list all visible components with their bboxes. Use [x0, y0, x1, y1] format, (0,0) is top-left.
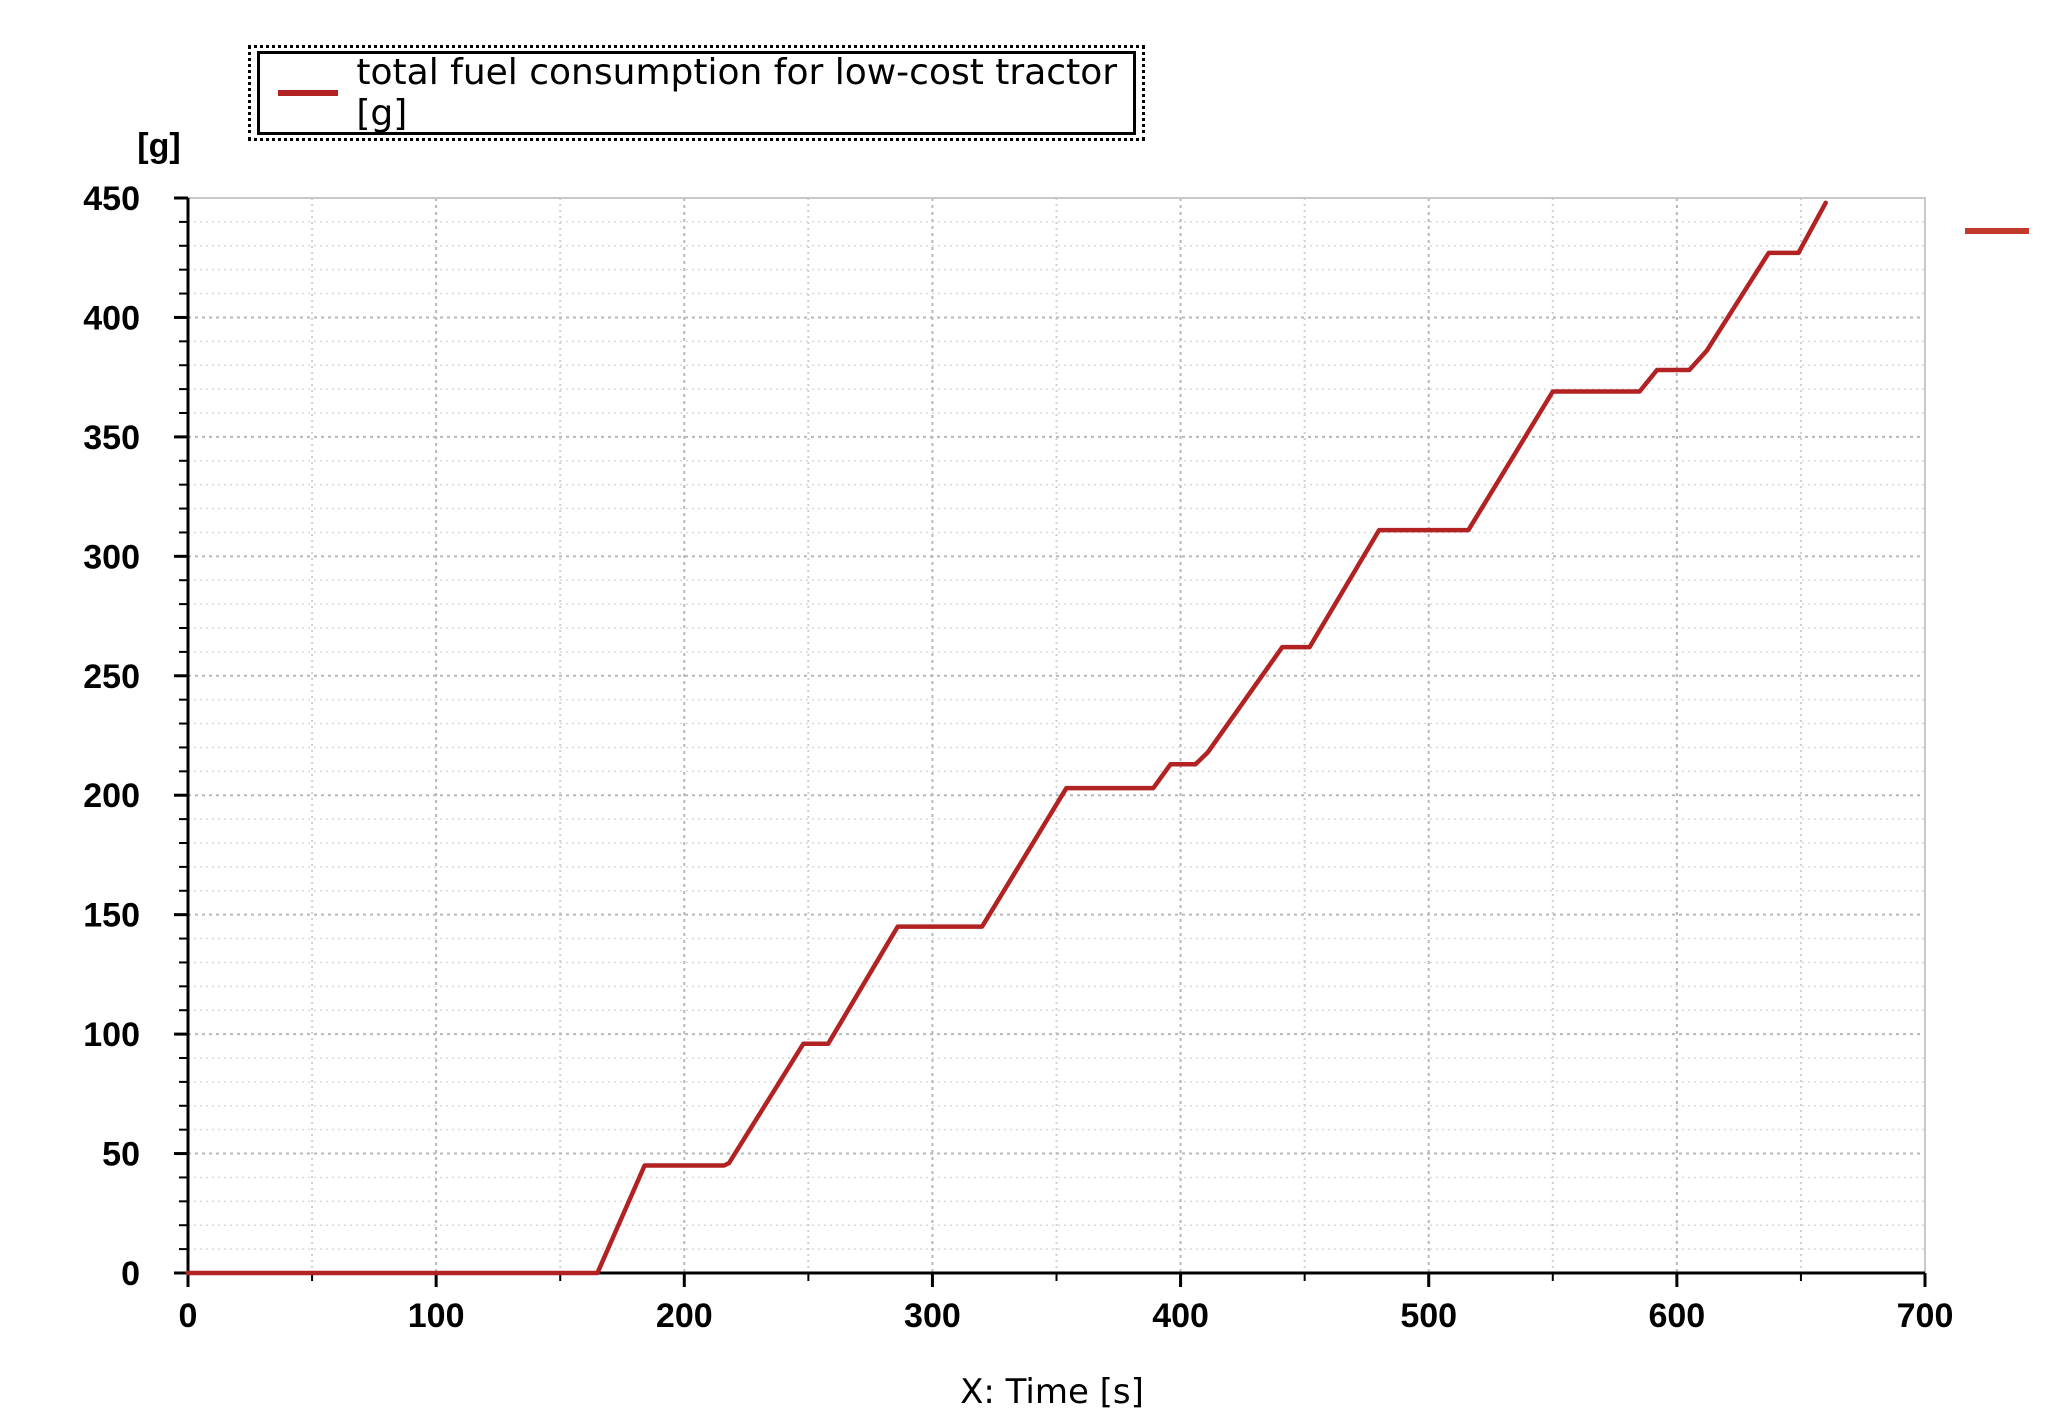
y-tick-label: 400 — [83, 299, 140, 337]
x-tick-label: 500 — [1400, 1297, 1457, 1335]
y-tick-label: 100 — [83, 1016, 140, 1054]
y-tick-label: 350 — [83, 419, 140, 457]
x-tick-label: 700 — [1897, 1297, 1954, 1335]
y-tick-label: 200 — [83, 777, 140, 815]
legend[interactable]: total fuel consumption for low-cost trac… — [257, 51, 1136, 135]
x-tick-label: 400 — [1152, 1297, 1209, 1335]
x-tick-label: 300 — [904, 1297, 961, 1335]
legend-label: total fuel consumption for low-cost trac… — [356, 52, 1118, 134]
y-tick-label: 50 — [102, 1136, 140, 1174]
y-tick-label: 300 — [83, 538, 140, 576]
legend-swatch — [278, 90, 339, 96]
series-line — [185, 200, 1828, 1276]
tick-labels: 0 50 100 150 200 250 300 350 400 450 0 100 200 300 400… — [83, 180, 1953, 1335]
x-tick-label: 600 — [1648, 1297, 1705, 1335]
grid-lines — [187, 197, 1926, 1274]
legend-focus-border — [248, 45, 1145, 141]
x-tick-label: 200 — [656, 1297, 713, 1335]
y-tick-label: 250 — [83, 658, 140, 696]
x-tick-label: 100 — [408, 1297, 465, 1335]
series-marker — [1965, 228, 2029, 234]
y-tick-label: 150 — [83, 897, 140, 935]
x-tick-label: 0 — [179, 1297, 198, 1335]
x-axis-title: X: Time [s] — [960, 1372, 1144, 1412]
series-lines — [185, 200, 1828, 1276]
y-tick-label: 450 — [83, 180, 140, 218]
y-unit-label: [g] — [137, 127, 180, 165]
y-tick-label: 0 — [121, 1255, 140, 1293]
